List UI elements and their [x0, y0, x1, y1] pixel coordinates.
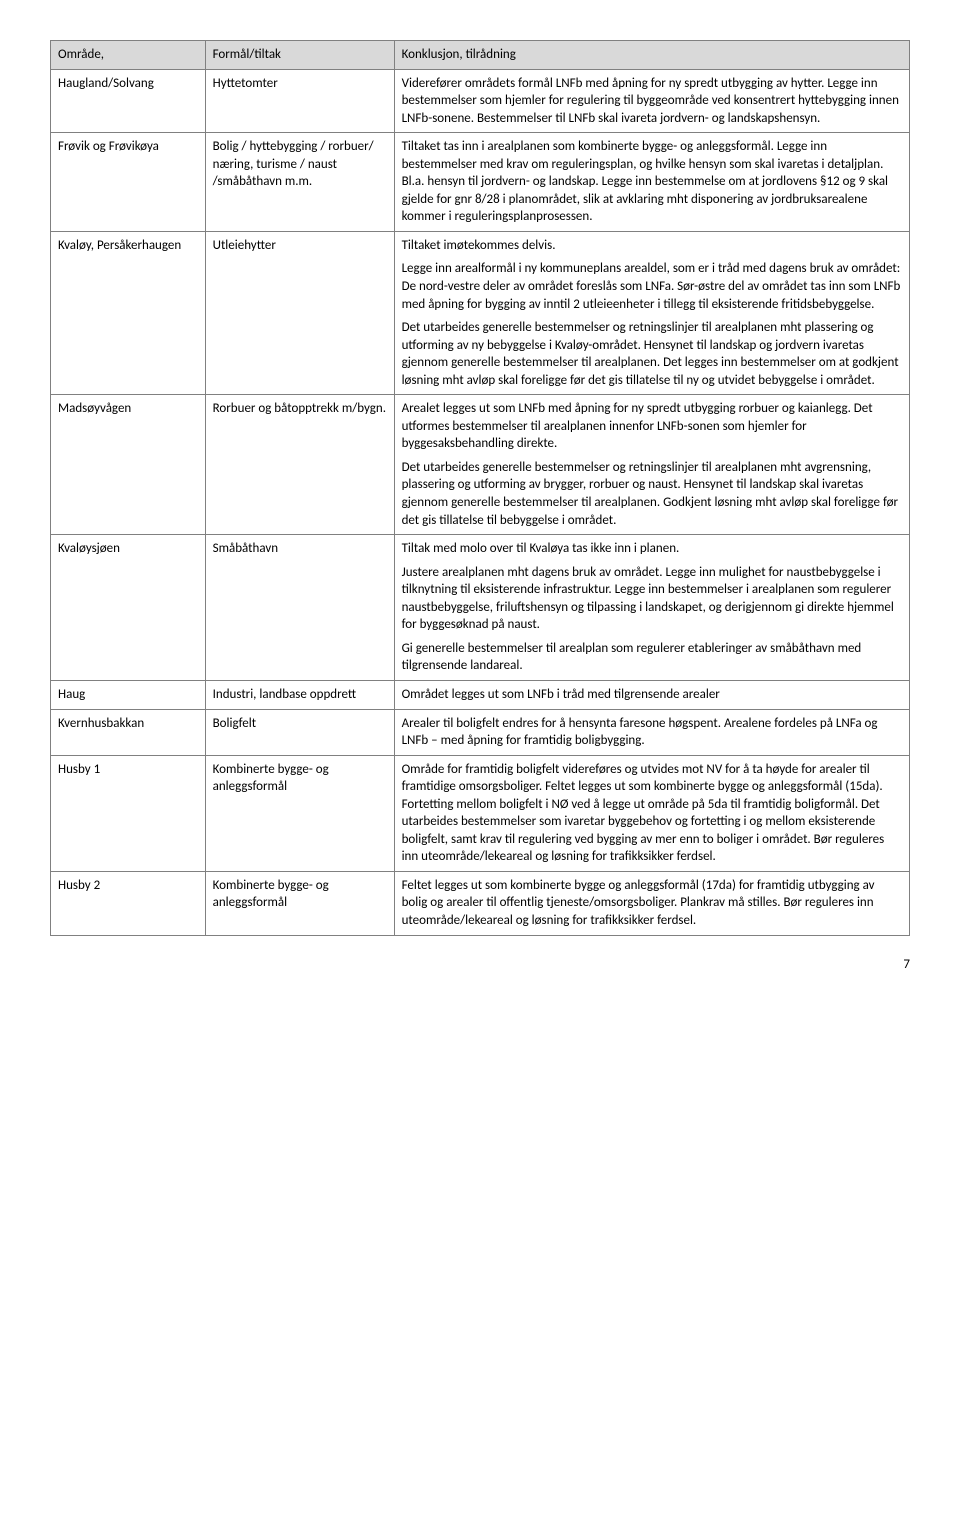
header-purpose: Formål/tiltak [205, 41, 394, 70]
conclusion-paragraph: Arealet legges ut som LNFb med åpning fo… [402, 400, 902, 453]
cell-conclusion: Arealer til boligfelt endres for å hensy… [394, 709, 909, 755]
conclusion-paragraph: Område for framtidig boligfelt viderefør… [402, 761, 902, 866]
cell-conclusion: Området legges ut som LNFb i tråd med ti… [394, 680, 909, 709]
cell-area: Haug [51, 680, 206, 709]
cell-purpose: Bolig / hyttebygging / rorbuer/ næring, … [205, 133, 394, 232]
table-row: HaugIndustri, landbase oppdrett Området l… [51, 680, 910, 709]
conclusion-paragraph: Det utarbeides generelle bestemmelser og… [402, 459, 902, 529]
conclusion-paragraph: Viderefører områdets formål LNFb med åpn… [402, 75, 902, 128]
cell-purpose: Kombinerte bygge- og anleggsformål [205, 755, 394, 871]
cell-purpose: Utleiehytter [205, 231, 394, 394]
cell-area: Kvernhusbakkan [51, 709, 206, 755]
header-area: Område, [51, 41, 206, 70]
cell-area: Madsøyvågen [51, 395, 206, 535]
conclusion-paragraph: Arealer til boligfelt endres for å hensy… [402, 715, 902, 750]
cell-area: Haugland/Solvang [51, 69, 206, 133]
cell-conclusion: Tiltaket imøtekommes delvis. Legge inn ar… [394, 231, 909, 394]
cell-area: Husby 2 [51, 871, 206, 935]
table-row: Kvaløy, PersåkerhaugenUtleiehytterTiltak… [51, 231, 910, 394]
conclusion-paragraph: Det utarbeides generelle bestemmelser og… [402, 319, 902, 389]
table-row: KvernhusbakkanBoligfeltArealer til bolig… [51, 709, 910, 755]
cell-conclusion: Område for framtidig boligfelt viderefør… [394, 755, 909, 871]
cell-purpose: Småbåthavn [205, 535, 394, 681]
table-row: Haugland/SolvangHyttetomterViderefører o… [51, 69, 910, 133]
document-table: Område, Formål/tiltak Konklusjon, tilråd… [50, 40, 910, 936]
cell-conclusion: Arealet legges ut som LNFb med åpning fo… [394, 395, 909, 535]
conclusion-paragraph: Feltet legges ut som kombinerte bygge og… [402, 877, 902, 930]
page-number: 7 [50, 956, 910, 974]
table-row: Frøvik og FrøvikøyaBolig / hyttebygging … [51, 133, 910, 232]
cell-purpose: Rorbuer og båtopptrekk m/bygn. [205, 395, 394, 535]
table-row: Husby 2Kombinerte bygge- og anleggsformå… [51, 871, 910, 935]
cell-area: Husby 1 [51, 755, 206, 871]
table-row: KvaløysjøenSmåbåthavn Tiltak med molo ove… [51, 535, 910, 681]
header-conclusion: Konklusjon, tilrådning [394, 41, 909, 70]
cell-area: Kvaløy, Persåkerhaugen [51, 231, 206, 394]
table-row: MadsøyvågenRorbuer og båtopptrekk m/bygn… [51, 395, 910, 535]
cell-purpose: Hyttetomter [205, 69, 394, 133]
cell-conclusion: Feltet legges ut som kombinerte bygge og… [394, 871, 909, 935]
conclusion-paragraph: Tiltaket tas inn i arealplanen som kombi… [402, 138, 902, 226]
cell-purpose: Boligfelt [205, 709, 394, 755]
conclusion-paragraph: Justere arealplanen mht dagens bruk av o… [402, 564, 902, 634]
cell-conclusion: Viderefører områdets formål LNFb med åpn… [394, 69, 909, 133]
cell-purpose: Kombinerte bygge- og anleggsformål [205, 871, 394, 935]
cell-area: Kvaløysjøen [51, 535, 206, 681]
conclusion-paragraph: Gi generelle bestemmelser til arealplan … [402, 640, 902, 675]
cell-area: Frøvik og Frøvikøya [51, 133, 206, 232]
conclusion-paragraph: Området legges ut som LNFb i tråd med ti… [402, 686, 902, 704]
cell-conclusion: Tiltaket tas inn i arealplanen som kombi… [394, 133, 909, 232]
conclusion-paragraph: Tiltak med molo over til Kvaløya tas ikk… [402, 540, 902, 558]
table-row: Husby 1Kombinerte bygge- og anleggsformå… [51, 755, 910, 871]
header-row: Område, Formål/tiltak Konklusjon, tilråd… [51, 41, 910, 70]
conclusion-paragraph: Legge inn arealformål i ny kommuneplans … [402, 260, 902, 313]
cell-purpose: Industri, landbase oppdrett [205, 680, 394, 709]
cell-conclusion: Tiltak med molo over til Kvaløya tas ikk… [394, 535, 909, 681]
conclusion-paragraph: Tiltaket imøtekommes delvis. [402, 237, 902, 255]
